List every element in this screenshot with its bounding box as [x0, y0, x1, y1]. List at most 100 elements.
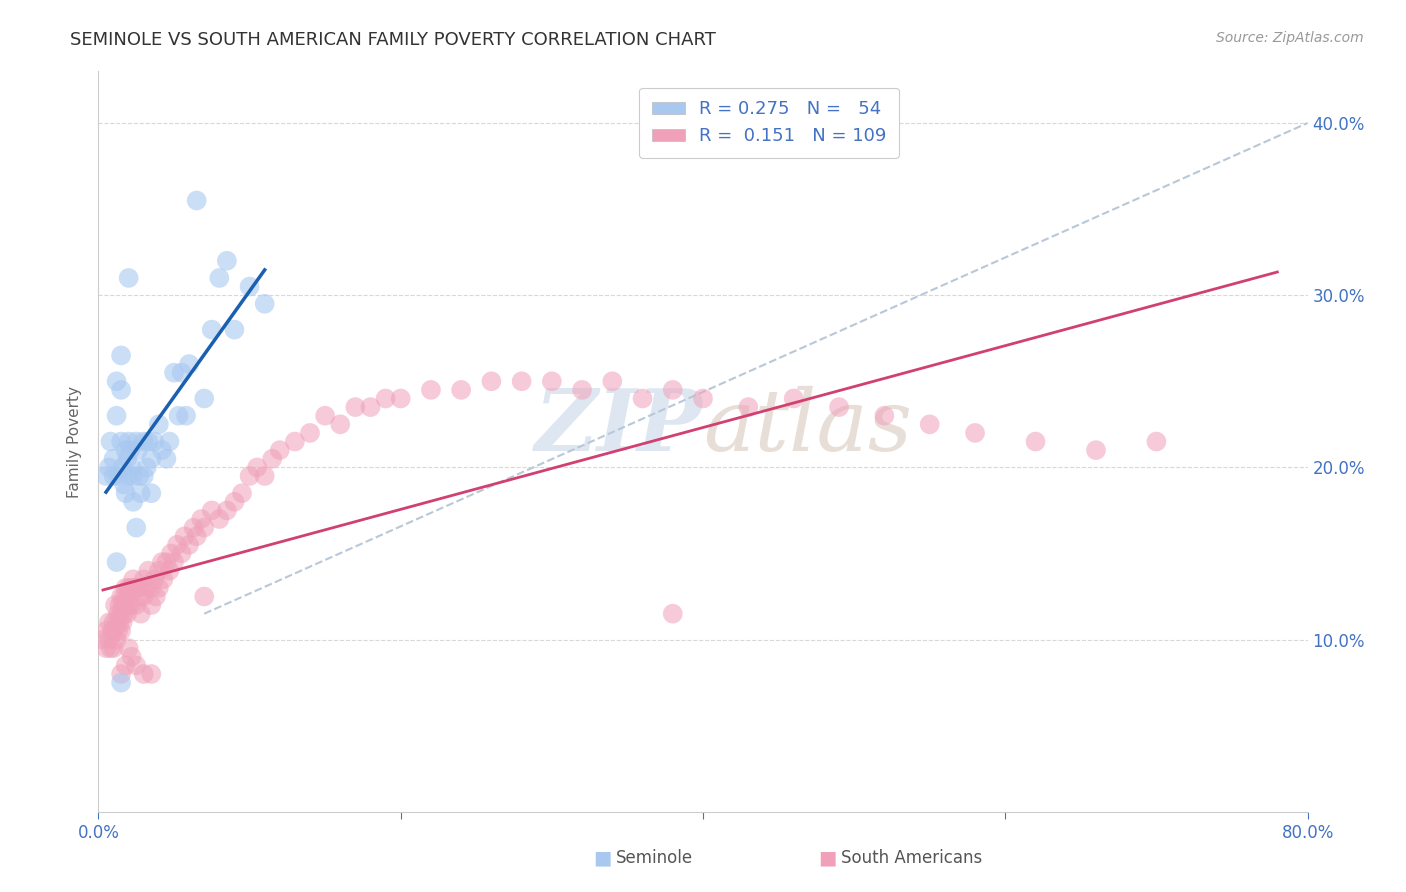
Point — [692, 392, 714, 406]
Point — [98, 460, 121, 475]
Point — [450, 383, 472, 397]
Point — [118, 469, 141, 483]
Point — [360, 400, 382, 414]
Point — [224, 323, 246, 337]
Point — [98, 615, 121, 630]
Point — [118, 271, 141, 285]
Point — [208, 512, 231, 526]
Point — [105, 555, 128, 569]
Point — [329, 417, 352, 432]
Point — [148, 417, 170, 432]
Point — [155, 555, 177, 569]
Point — [141, 667, 163, 681]
Point — [201, 323, 224, 337]
Point — [122, 495, 145, 509]
Point — [201, 503, 224, 517]
Point — [1024, 434, 1046, 449]
Point — [103, 615, 125, 630]
Point — [105, 409, 128, 423]
Point — [110, 675, 132, 690]
Point — [420, 383, 443, 397]
Legend: R = 0.275   N =   54, R =  0.151   N = 109: R = 0.275 N = 54, R = 0.151 N = 109 — [640, 87, 898, 158]
Point — [602, 374, 624, 388]
Point — [183, 521, 205, 535]
Point — [152, 572, 174, 586]
Point — [132, 469, 155, 483]
Point — [120, 443, 142, 458]
Point — [118, 434, 141, 449]
Point — [159, 434, 181, 449]
Point — [110, 590, 132, 604]
Point — [208, 271, 231, 285]
Point — [108, 615, 131, 630]
Point — [374, 392, 396, 406]
Point — [110, 383, 132, 397]
Point — [262, 451, 284, 466]
Point — [215, 503, 238, 517]
Point — [160, 546, 183, 560]
Point — [121, 598, 143, 612]
Point — [148, 581, 170, 595]
Point — [965, 425, 987, 440]
Point — [141, 598, 163, 612]
Point — [132, 590, 155, 604]
Point — [167, 409, 190, 423]
Point — [98, 632, 121, 647]
Point — [661, 607, 683, 621]
Text: ZIP: ZIP — [536, 385, 703, 468]
Point — [125, 598, 148, 612]
Point — [231, 486, 253, 500]
Point — [510, 374, 533, 388]
Point — [112, 607, 135, 621]
Point — [110, 607, 132, 621]
Point — [122, 469, 145, 483]
Point — [111, 598, 134, 612]
Point — [170, 366, 193, 380]
Point — [103, 624, 125, 638]
Point — [141, 581, 163, 595]
Point — [111, 460, 134, 475]
Point — [110, 434, 132, 449]
Point — [110, 667, 132, 681]
Point — [114, 486, 136, 500]
Point — [253, 469, 276, 483]
Point — [94, 641, 117, 656]
Point — [239, 279, 262, 293]
Point — [571, 383, 593, 397]
Point — [112, 590, 135, 604]
Point — [127, 443, 149, 458]
Point — [143, 572, 166, 586]
Point — [111, 615, 134, 630]
Point — [121, 649, 143, 664]
Point — [631, 392, 654, 406]
Point — [115, 590, 138, 604]
Point — [1144, 434, 1167, 449]
Point — [135, 581, 157, 595]
Point — [114, 598, 136, 612]
Point — [186, 194, 208, 208]
Text: SEMINOLE VS SOUTH AMERICAN FAMILY POVERTY CORRELATION CHART: SEMINOLE VS SOUTH AMERICAN FAMILY POVERT… — [70, 31, 716, 49]
Point — [132, 434, 155, 449]
Point — [104, 598, 127, 612]
Point — [1085, 443, 1108, 458]
Point — [122, 572, 145, 586]
Point — [143, 434, 166, 449]
Point — [136, 564, 159, 578]
Point — [828, 400, 851, 414]
Point — [129, 607, 152, 621]
Point — [253, 297, 276, 311]
Text: Seminole: Seminole — [616, 849, 693, 867]
Point — [344, 400, 367, 414]
Point — [114, 443, 136, 458]
Text: ■: ■ — [593, 848, 612, 868]
Point — [107, 469, 129, 483]
Point — [105, 615, 128, 630]
Point — [215, 253, 238, 268]
Point — [190, 512, 212, 526]
Point — [155, 451, 177, 466]
Point — [115, 607, 138, 621]
Point — [150, 443, 173, 458]
Point — [125, 521, 148, 535]
Point — [783, 392, 806, 406]
Point — [193, 392, 215, 406]
